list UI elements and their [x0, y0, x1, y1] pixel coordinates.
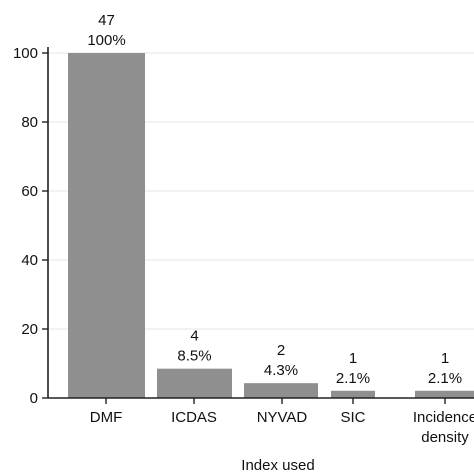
- category-label-2: NYVAD: [257, 409, 308, 426]
- data-label-count-0: 47: [98, 12, 115, 29]
- bars-layer: [68, 53, 474, 398]
- axis-layer: [42, 47, 474, 404]
- y-tick-label-60: 60: [21, 183, 38, 200]
- category-label-3: SIC: [340, 409, 365, 426]
- labels-layer: 0 20 40 60 80 100 47 100% DMF 4 8.5% ICDAS 2 4.3% NYVA…: [13, 12, 474, 446]
- category-label-4-line-1: density: [421, 429, 469, 446]
- y-tick-label-20: 20: [21, 321, 38, 338]
- data-label-count-3: 1: [349, 350, 357, 367]
- data-label-percent-2: 4.3%: [264, 362, 298, 379]
- data-label-percent-0: 100%: [87, 32, 125, 49]
- bar-3: [331, 390, 375, 398]
- bar-4: [415, 390, 474, 398]
- data-label-count-4: 1: [441, 350, 449, 367]
- data-label-percent-4: 2.1%: [428, 370, 462, 387]
- data-label-percent-3: 2.1%: [336, 370, 370, 387]
- category-label-0: DMF: [90, 409, 123, 426]
- bar-2: [244, 383, 318, 398]
- y-tick-label-100: 100: [13, 45, 38, 62]
- y-tick-label-0: 0: [30, 390, 38, 407]
- bar-1: [157, 368, 232, 398]
- data-label-percent-1: 8.5%: [177, 348, 211, 365]
- data-label-count-2: 2: [277, 342, 285, 359]
- x-axis-title: Index used: [241, 457, 314, 474]
- y-tick-label-80: 80: [21, 114, 38, 131]
- y-tick-label-40: 40: [21, 252, 38, 269]
- category-label-4-line-0: Incidence: [413, 409, 474, 426]
- data-label-count-1: 4: [190, 328, 198, 345]
- category-label-1: ICDAS: [171, 409, 217, 426]
- bar-0: [68, 53, 145, 398]
